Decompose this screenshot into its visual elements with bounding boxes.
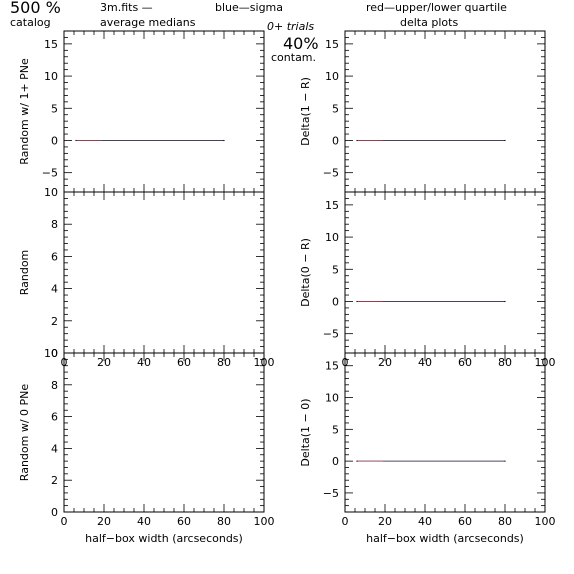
y-tick-label: 0 (332, 295, 339, 308)
x-tick-label: 40 (418, 356, 432, 369)
y-tick-label: 5 (51, 102, 58, 115)
x-tick-label: 20 (378, 356, 392, 369)
contam-label: contam. (271, 51, 316, 64)
trials-label: 0+ trials (267, 20, 314, 33)
percent-label: 500 % (10, 0, 61, 17)
y-tick-label: −5 (323, 328, 339, 341)
x-tick-label: 100 (254, 515, 275, 528)
data-point (356, 139, 358, 142)
panel-right-bot: −5 0 5 10 15 0 20 40 60 80 100 Delta(1 − 0) half−box… (299, 352, 556, 545)
medians-label: average medians (100, 16, 196, 29)
y-tick-label: 8 (51, 379, 58, 392)
plot-frame (63, 352, 265, 513)
data-point (223, 139, 225, 142)
y-tick-label: 10 (44, 347, 58, 360)
y-tick-label: 15 (325, 360, 339, 373)
x-tick-label: 20 (97, 356, 111, 369)
x-tick-label: 80 (217, 356, 231, 369)
data-point (504, 460, 506, 462)
y-tick-label: −5 (323, 167, 339, 180)
y-tick-label: 5 (332, 263, 339, 276)
y-tick-label: 0 (51, 347, 58, 360)
y-tick-label: −5 (323, 487, 339, 500)
y-tick-label: 0 (51, 506, 58, 519)
x-tick-label: 40 (137, 356, 151, 369)
x-tick-label: 40 (418, 515, 432, 528)
y-tick-label: 2 (51, 474, 58, 487)
x-tick-label: 40 (137, 515, 151, 528)
x-tick-label: 20 (97, 515, 111, 528)
delta-plots-label: delta plots (400, 16, 458, 29)
y-tick-label: 0 (51, 134, 58, 147)
contam-value: 40% (283, 34, 319, 53)
x-tick-label: 0 (342, 515, 349, 528)
data-point (356, 460, 358, 462)
x-tick-label: 60 (177, 356, 191, 369)
y-tick-label: 8 (51, 218, 58, 231)
y-tick-label: 4 (51, 442, 58, 455)
y-axis-label: Random (18, 250, 31, 296)
blue-sigma-label: blue—sigma (215, 1, 283, 14)
x-tick-label: 80 (217, 515, 231, 528)
y-tick-label: 4 (51, 283, 58, 296)
y-axis-label: Delta(0 − R) (299, 238, 312, 307)
x-axis-label: half−box width (arcseconds) (85, 532, 243, 545)
x-tick-label: 20 (378, 515, 392, 528)
red-quartile-label: red—upper/lower quartile (366, 1, 507, 14)
y-tick-label: 15 (44, 38, 58, 51)
y-tick-label: 10 (325, 70, 339, 83)
plot-frame (344, 30, 546, 193)
plot-frame (344, 191, 546, 354)
plot-frame (344, 352, 546, 513)
y-axis-label: Delta(1 − 0) (299, 398, 312, 466)
x-tick-label: 80 (498, 515, 512, 528)
y-axis-label: Delta(1 − R) (299, 77, 312, 146)
y-tick-label: 5 (332, 102, 339, 115)
x-tick-label: 60 (177, 515, 191, 528)
data-point (75, 139, 77, 142)
y-tick-label: −5 (42, 167, 58, 180)
x-tick-label: 60 (458, 515, 472, 528)
y-tick-label: 15 (325, 38, 339, 51)
catalog-label: catalog (10, 16, 51, 29)
panel-left-top: −5 0 5 10 15 Random w/ 1+ PNe (18, 30, 265, 193)
y-tick-label: 0 (332, 134, 339, 147)
y-tick-label: 6 (51, 411, 58, 424)
x-tick-label: 60 (458, 356, 472, 369)
y-tick-label: 6 (51, 250, 58, 263)
x-tick-label: 80 (498, 356, 512, 369)
plot-frame (63, 30, 265, 193)
y-tick-label: 0 (332, 455, 339, 468)
y-tick-label: 10 (325, 231, 339, 244)
data-point (504, 300, 506, 303)
y-tick-label: 15 (325, 199, 339, 212)
y-tick-label: 10 (44, 70, 58, 83)
plot-frame (63, 191, 265, 354)
x-tick-label: 100 (535, 515, 556, 528)
file-label: 3m.fits — (100, 1, 153, 14)
x-axis-label: half−box width (arcseconds) (366, 532, 524, 545)
panel-right-top: −5 0 5 10 15 Delta(1 − R) (299, 30, 546, 193)
x-tick-label: 0 (61, 515, 68, 528)
y-tick-label: 2 (51, 315, 58, 328)
data-point (356, 300, 358, 303)
data-point (504, 139, 506, 142)
y-tick-label: 5 (332, 423, 339, 436)
y-tick-label: 10 (44, 186, 58, 199)
y-axis-label: Random w/ 1+ PNe (18, 58, 31, 165)
y-axis-label: Random w/ 0 PNe (18, 384, 31, 482)
y-tick-label: 10 (325, 392, 339, 405)
